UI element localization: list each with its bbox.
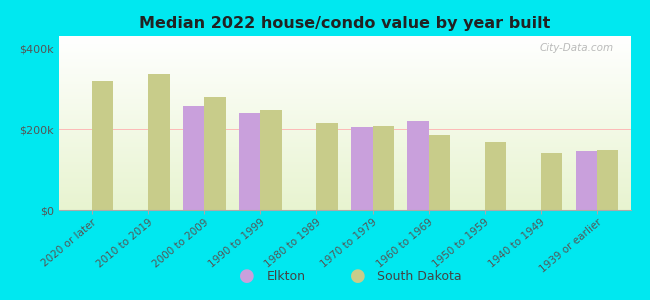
Text: ●: ● xyxy=(350,267,365,285)
Bar xyxy=(148,74,170,210)
Bar xyxy=(541,153,562,210)
Bar xyxy=(183,106,204,210)
Bar xyxy=(485,142,506,210)
Text: City-Data.com: City-Data.com xyxy=(540,43,614,53)
Text: ●: ● xyxy=(239,267,255,285)
Bar xyxy=(408,121,428,210)
Title: Median 2022 house/condo value by year built: Median 2022 house/condo value by year bu… xyxy=(139,16,550,31)
Bar xyxy=(351,127,372,210)
Bar xyxy=(261,110,281,210)
Bar xyxy=(239,113,261,210)
Text: South Dakota: South Dakota xyxy=(377,269,462,283)
Bar xyxy=(92,80,114,210)
Bar xyxy=(597,150,618,210)
Text: Elkton: Elkton xyxy=(266,269,306,283)
Bar xyxy=(575,151,597,210)
Bar xyxy=(428,135,450,210)
Bar xyxy=(372,126,394,210)
Bar xyxy=(204,97,226,210)
Bar xyxy=(317,123,338,210)
